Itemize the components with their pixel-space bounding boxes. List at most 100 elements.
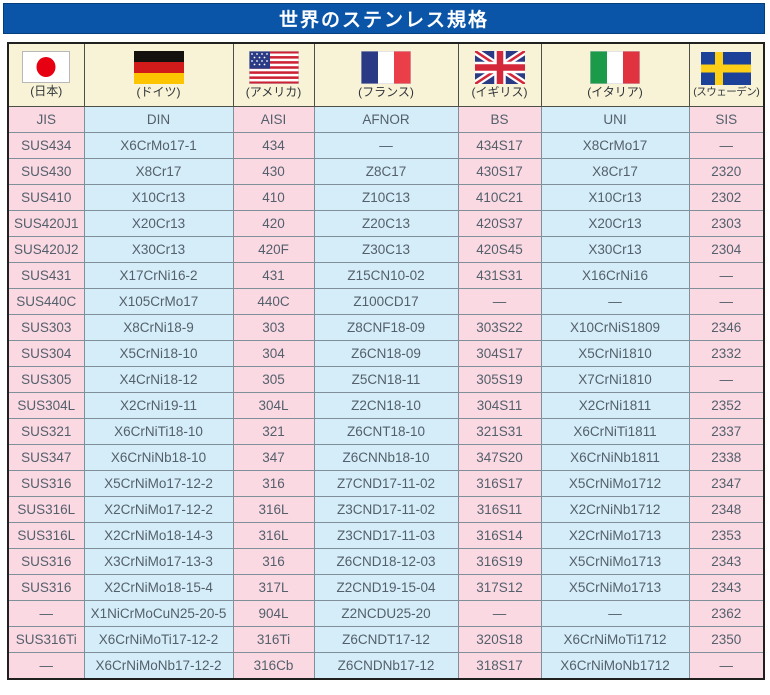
table-cell: X5CrNiMo1713 (540, 548, 690, 575)
flag-cell-usa: (アメリカ) (232, 42, 315, 107)
table-row: SUS420J2 X30Cr13 420F Z30C13 420S45 X30Cr13 23… (7, 236, 765, 263)
table-cell: 316 (232, 470, 315, 497)
country-label: (ドイツ) (136, 84, 181, 99)
table-row: SUS316 X3CrNiMo17-13-3 316 Z6CND18-12-03 316… (7, 548, 765, 575)
usa-flag-icon (248, 50, 299, 84)
table-cell: SUS303 (7, 314, 85, 341)
table-cell: 321S31 (457, 418, 542, 445)
table-cell: X6CrNiTi1811 (540, 418, 690, 445)
table-cell: X5CrNiMo1713 (540, 574, 690, 601)
table-cell: 440C (232, 288, 315, 315)
table-cell: — (688, 262, 765, 289)
table-cell: — (457, 288, 542, 315)
table-row: SUS303 X8CrNi18-9 303 Z8CNF18-09 303S22 X10Cr… (7, 314, 765, 341)
table-cell: 410 (232, 184, 315, 211)
table-cell: 304L (232, 392, 315, 419)
table-cell: 2350 (688, 626, 765, 653)
table-row: SUS316L X2CrNiMo17-12-2 316L Z3CND17-11-02 3… (7, 496, 765, 523)
table-cell: — (7, 652, 85, 680)
table-row: SUS304 X5CrNi18-10 304 Z6CN18-09 304S17 X5CrN… (7, 340, 765, 367)
table-cell: SUS420J1 (7, 210, 85, 237)
france-flag-icon (361, 50, 411, 84)
table-cell: 303 (232, 314, 315, 341)
table-cell: Z6CNNb18-10 (313, 444, 459, 471)
table-cell: 2337 (688, 418, 765, 445)
table-body: SUS434 X6CrMo17-1 434—434S17 X8CrMo17— SUS43… (7, 132, 765, 680)
table-cell: SUS316 (7, 574, 85, 601)
country-label: (日本) (30, 84, 63, 99)
table-cell: X10CrNiS1809 (540, 314, 690, 341)
table-cell: — (313, 132, 459, 159)
table-cell: X4CrNi18-12 (83, 366, 234, 393)
table-cell: Z7CND17-11-02 (313, 470, 459, 497)
table-cell: X5CrNi1810 (540, 340, 690, 367)
table-cell: X30Cr13 (83, 236, 234, 263)
table-cell: X2CrNi19-11 (83, 392, 234, 419)
table-row: SUS431 X17CrNi16-2 431 Z15CN10-02 431S31 X16C… (7, 262, 765, 289)
uk-flag-icon (474, 50, 525, 84)
flag-cell-sweden: (スウェーデン) (688, 42, 765, 107)
table-cell: X20Cr13 (83, 210, 234, 237)
table-cell: X3CrNiMo17-13-3 (83, 548, 234, 575)
table-cell: 420S37 (457, 210, 542, 237)
table-cell: Z5CN18-11 (313, 366, 459, 393)
table-cell: SUS440C (7, 288, 85, 315)
table-cell: 316L (232, 496, 315, 523)
flag-cell-germany: (ドイツ) (83, 42, 234, 107)
table-cell: Z2NCDU25-20 (313, 600, 459, 627)
country-label: (イタリア) (587, 84, 643, 99)
table-row: SUS420J1 X20Cr13 420 Z20C13 420S37 X20Cr13 230… (7, 210, 765, 237)
table-cell: X2CrNiMo18-15-4 (83, 574, 234, 601)
table-cell: 316S11 (457, 496, 542, 523)
table-row: SUS434 X6CrMo17-1 434—434S17 X8CrMo17— (7, 132, 765, 159)
table-row: SUS316 X5CrNiMo17-12-2 316 Z7CND17-11-02 316… (7, 470, 765, 497)
table-cell: 434S17 (457, 132, 542, 159)
table-cell: Z6CNDNb17-12 (313, 652, 459, 680)
table-cell: Z100CD17 (313, 288, 459, 315)
table-cell: 430 (232, 158, 315, 185)
table-cell: X20Cr13 (540, 210, 690, 237)
table-cell: 316Ti (232, 626, 315, 653)
column-header-sis: SIS (688, 106, 765, 133)
table-cell: 347S20 (457, 444, 542, 471)
table-cell: 316S17 (457, 470, 542, 497)
table-cell: X2CrNiMo18-14-3 (83, 522, 234, 549)
table-row: SUS347 X6CrNiNb18-10 347 Z6CNNb18-10 347S20 X… (7, 444, 765, 471)
table-cell: 304S17 (457, 340, 542, 367)
table-cell: X5CrNi18-10 (83, 340, 234, 367)
table-cell: Z10C13 (313, 184, 459, 211)
table-cell: 2353 (688, 522, 765, 549)
table-cell: Z20C13 (313, 210, 459, 237)
table-cell: 320S18 (457, 626, 542, 653)
table-cell: Z8CNF18-09 (313, 314, 459, 341)
country-label: (アメリカ) (245, 84, 302, 99)
table-cell: 317S12 (457, 574, 542, 601)
table-cell: X6CrNiMoTi17-12-2 (83, 626, 234, 653)
table-cell: X2CrNiMo1713 (540, 522, 690, 549)
table-cell: Z6CND18-12-03 (313, 548, 459, 575)
table-cell: — (688, 288, 765, 315)
table-cell: 305 (232, 366, 315, 393)
table-cell: X7CrNi1810 (540, 366, 690, 393)
column-header-jis: JIS (7, 106, 85, 133)
table-cell: 316S14 (457, 522, 542, 549)
table-row: SUS304L X2CrNi19-11 304L Z2CN18-10 304S11 X2C… (7, 392, 765, 419)
table-cell: X2CrNi1811 (540, 392, 690, 419)
table-cell: SUS305 (7, 366, 85, 393)
table-cell: 430S17 (457, 158, 542, 185)
table-row: SUS316Ti X6CrNiMoTi17-12-2 316Ti Z6CNDT17-1… (7, 626, 765, 653)
country-label: (イギリス) (471, 84, 528, 99)
table-row: SUS321 X6CrNiTi18-10 321 Z6CNT18-10 321S31 X6… (7, 418, 765, 445)
table-cell: SUS304 (7, 340, 85, 367)
table-cell: X5CrNiMo17-12-2 (83, 470, 234, 497)
flag-cell-france: (フランス) (313, 42, 459, 107)
table-cell: SUS316 (7, 470, 85, 497)
table-cell: X6CrNiMoTi1712 (540, 626, 690, 653)
table-row: SUS316 X2CrNiMo18-15-4 317L Z2CND19-15-04 31… (7, 574, 765, 601)
table-cell: 2347 (688, 470, 765, 497)
table-cell: — (7, 600, 85, 627)
table-cell: Z2CND19-15-04 (313, 574, 459, 601)
table-cell: 304 (232, 340, 315, 367)
table-cell: SUS316Ti (7, 626, 85, 653)
standards-code-header-row: JIS DIN AISI AFNOR BS UNI SIS (7, 106, 765, 133)
